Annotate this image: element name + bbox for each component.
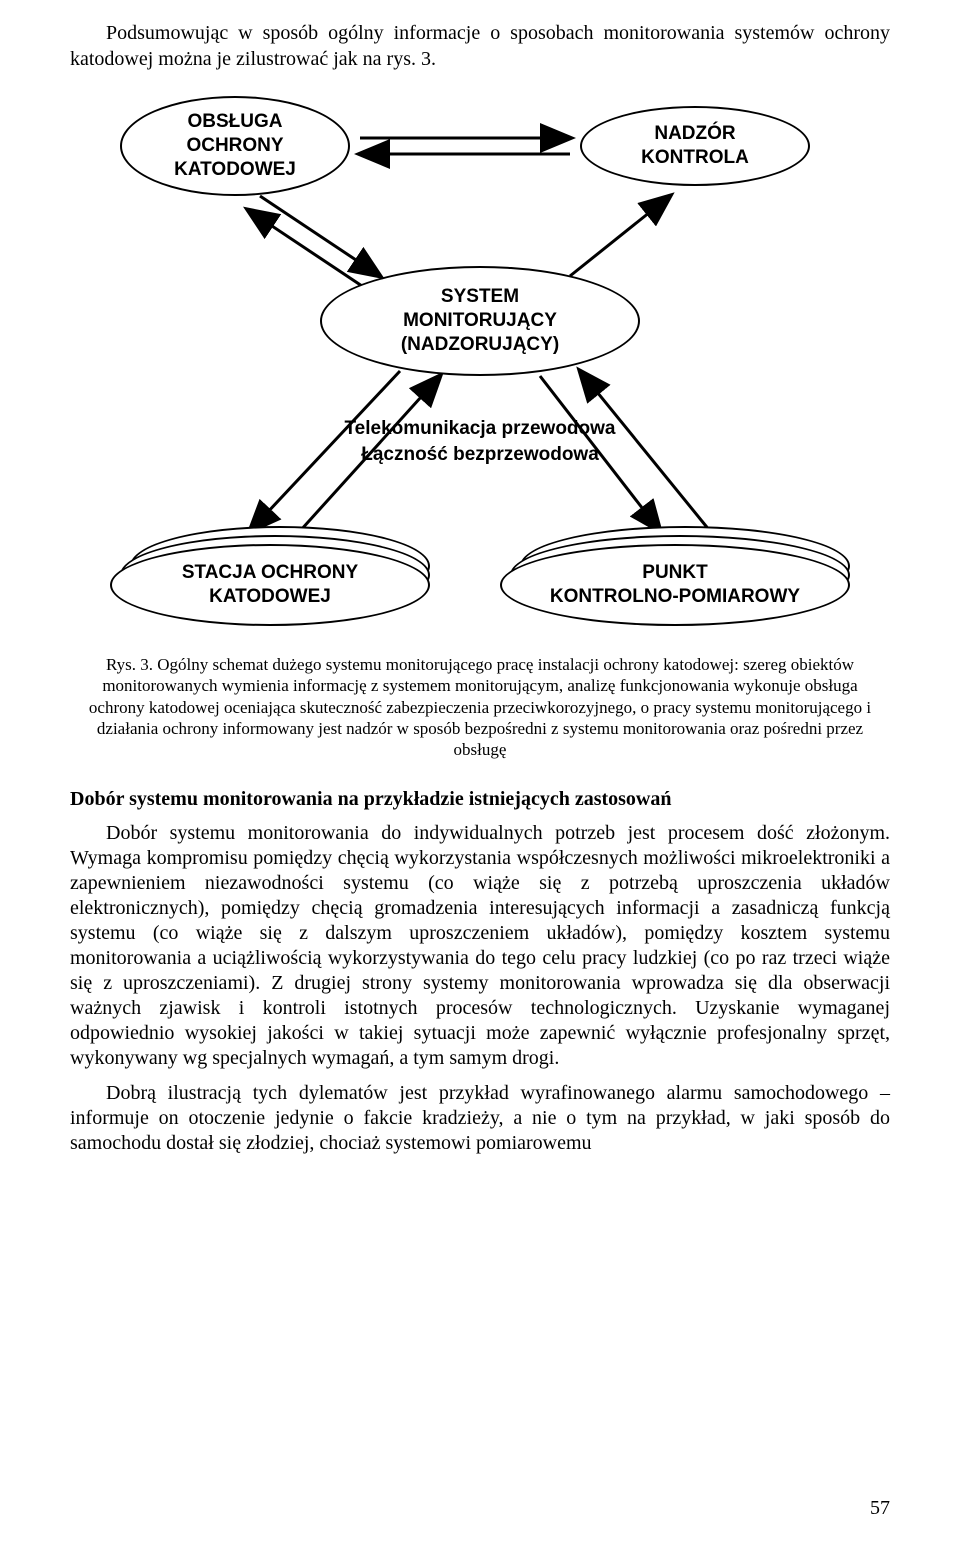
- node-punkt-stack: PUNKTKONTROLNO-POMIAROWY: [500, 526, 860, 626]
- figure-caption: Rys. 3. Ogólny schemat dużego systemu mo…: [78, 654, 882, 760]
- node-punkt-label: PUNKTKONTROLNO-POMIAROWY: [550, 561, 800, 609]
- node-nadzor-label: NADZÓRKONTROLA: [641, 122, 749, 170]
- body-paragraph-2: Dobrą ilustracją tych dylematów jest prz…: [70, 1081, 890, 1156]
- page-number: 57: [870, 1497, 890, 1520]
- node-nadzor: NADZÓRKONTROLA: [580, 106, 810, 186]
- intro-paragraph: Podsumowując w sposób ogólny informacje …: [70, 20, 890, 72]
- node-obsluga: OBSŁUGAOCHRONYKATODOWEJ: [120, 96, 350, 196]
- body-paragraph-1: Dobór systemu monitorowania do indywidua…: [70, 821, 890, 1071]
- node-stacja-stack: STACJA OCHRONYKATODOWEJ: [110, 526, 440, 626]
- diagram-container: OBSŁUGAOCHRONYKATODOWEJ NADZÓRKONTROLA S…: [100, 96, 860, 636]
- section-title: Dobór systemu monitorowania na przykładz…: [70, 788, 890, 811]
- diagram-mid-text: Telekomunikacja przewodowaŁączność bezpr…: [100, 416, 860, 467]
- node-obsluga-label: OBSŁUGAOCHRONYKATODOWEJ: [174, 110, 296, 181]
- node-stacja-label: STACJA OCHRONYKATODOWEJ: [182, 561, 358, 609]
- node-system: SYSTEMMONITORUJĄCY(NADZORUJĄCY): [320, 266, 640, 376]
- node-system-label: SYSTEMMONITORUJĄCY(NADZORUJĄCY): [401, 285, 559, 356]
